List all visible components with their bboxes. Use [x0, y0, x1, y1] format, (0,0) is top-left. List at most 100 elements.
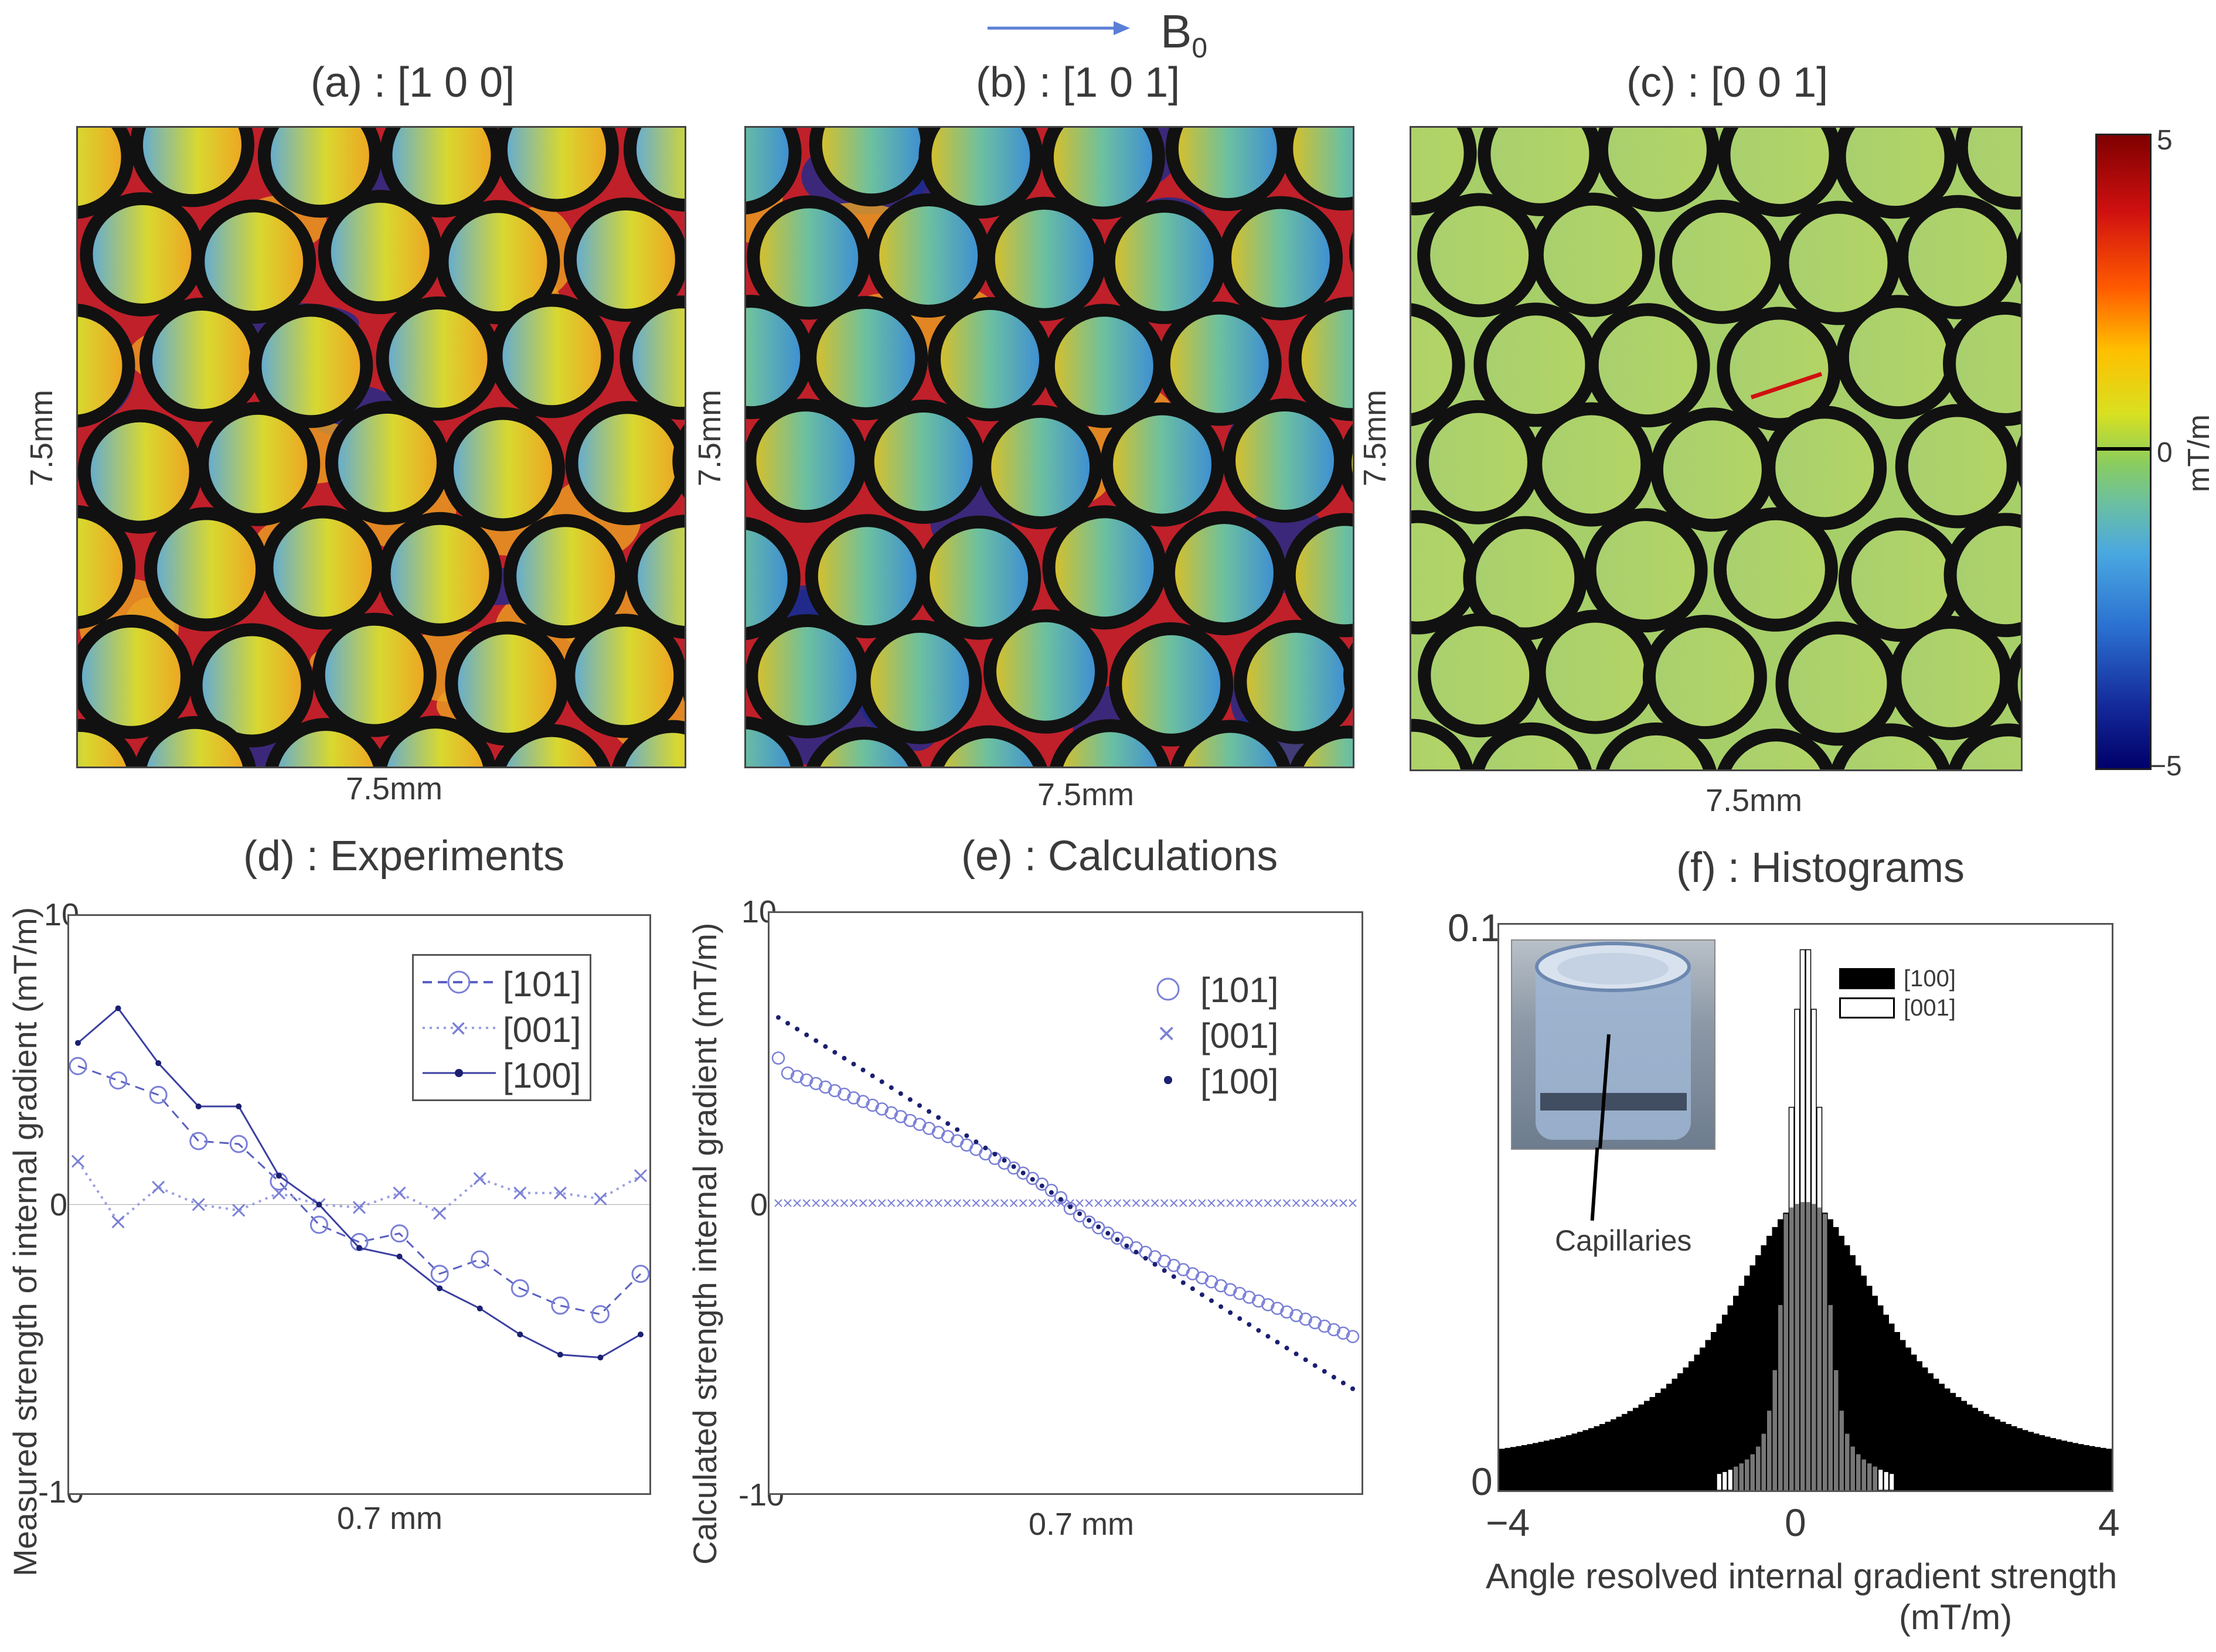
- plot-f-xlabel-line1: Angle resolved internal gradient strengt…: [1486, 1556, 2118, 1596]
- plot-f-100-bar: [1861, 1275, 1867, 1490]
- plot-f-overlap-bar: [1856, 1454, 1861, 1490]
- plot-f-100-bar: [1616, 1416, 1622, 1490]
- plot-e-100-point: [1049, 1190, 1054, 1195]
- colorbar-mid: 0: [2157, 437, 2173, 468]
- plot-f-001-bar: [2039, 1487, 2045, 1490]
- plot-e-100-point: [785, 1021, 791, 1026]
- plot-f-100-bar: [1889, 1323, 1895, 1490]
- plot-f-100-bar: [2089, 1446, 2095, 1490]
- plot-f-001-bar: [2095, 1488, 2101, 1490]
- colorbar-min: −5: [2150, 751, 2182, 782]
- plot-d-001-point: [594, 1192, 607, 1205]
- plot-f-100-bar: [2106, 1449, 2112, 1490]
- plot-f-001-bar: [1721, 1471, 1728, 1490]
- plot-f-overlap-bar: [1812, 1204, 1816, 1490]
- plot-e-100-point: [870, 1073, 875, 1078]
- plot-e-100-point: [1284, 1346, 1289, 1351]
- plot-e-100-point: [1030, 1177, 1035, 1182]
- plot-e-101-point: [1308, 1316, 1322, 1330]
- plot-f-001-bar: [1543, 1487, 1550, 1490]
- plot-f-xtick-right: 4: [2098, 1501, 2120, 1544]
- plot-e-001-point: [1217, 1199, 1225, 1207]
- plot-f-001-bar: [2050, 1487, 2057, 1490]
- plot-e-001-point: [1094, 1199, 1102, 1207]
- plot-e-100-point: [1115, 1237, 1120, 1242]
- plot-f-001-bar: [1605, 1486, 1611, 1490]
- plot-f-001-bar: [2011, 1486, 2017, 1490]
- plot-f-001-bar: [1527, 1487, 1533, 1490]
- plot-f-100-bar: [1560, 1436, 1566, 1490]
- plot-f-001-bar: [1621, 1485, 1628, 1490]
- plot-e-001-point: [1000, 1199, 1009, 1207]
- plot-f-001-bar: [1643, 1484, 1650, 1490]
- plot-e-001-point: [1122, 1199, 1131, 1207]
- plot-f-100-bar: [2061, 1440, 2067, 1490]
- plot-f-ytick-bottom: 0: [1471, 1460, 1493, 1503]
- plot-f-100-bar: [2045, 1436, 2051, 1490]
- plot-f-100-bar: [1833, 1227, 1839, 1490]
- plot-e-101-point: [1299, 1312, 1312, 1326]
- plot-d-axes: × [101] [001] [100]: [67, 914, 651, 1495]
- plot-e-100-point: [1209, 1298, 1214, 1303]
- plot-f-001-bar: [1521, 1488, 1527, 1490]
- plot-f-100-bar: [1599, 1423, 1605, 1490]
- plot-f-overlap-bar: [1795, 1204, 1799, 1490]
- plot-d-100-point: [75, 1040, 81, 1046]
- plot-e-100-point: [1133, 1249, 1139, 1255]
- plot-e-001-point: [1311, 1199, 1319, 1207]
- plot-e-100-point: [1058, 1197, 1063, 1202]
- plot-e-001-point: [944, 1199, 952, 1207]
- plot-f-100-bar: [1755, 1255, 1761, 1490]
- plot-f-overlap-bar: [1834, 1370, 1839, 1490]
- plot-f-001-bar: [1888, 1473, 1895, 1490]
- plot-f-100-bar: [1844, 1245, 1850, 1490]
- plot-f-100-bar: [1994, 1419, 2000, 1490]
- plot-f-001-bar: [1716, 1473, 1723, 1490]
- plot-e-001-point: [1160, 1199, 1169, 1207]
- plot-d-100-point: [316, 1201, 322, 1208]
- plot-d-001-point: [111, 1215, 125, 1229]
- plot-f-100-bar: [1911, 1354, 1917, 1490]
- plot-f-001-bar: [2055, 1487, 2062, 1490]
- plot-e-001-point: [1245, 1199, 1253, 1207]
- plot-f-overlap-bar: [1823, 1214, 1827, 1490]
- plot-e-100-point: [1143, 1256, 1148, 1261]
- plot-f-001-bar: [1554, 1487, 1561, 1490]
- plot-d-100-point: [356, 1245, 362, 1251]
- capillaries-label: Capillaries: [1555, 1224, 1692, 1257]
- plot-e-001-point: [1189, 1199, 1197, 1207]
- plot-f-001-bar: [1900, 1476, 1906, 1490]
- map-c-title: (c) : [0 0 1]: [1626, 59, 1829, 106]
- plot-f-overlap-bar: [1839, 1411, 1844, 1490]
- gradient-map-a: [76, 126, 686, 768]
- plot-f-100-bar: [1633, 1408, 1639, 1490]
- plot-e-100-point: [1350, 1386, 1355, 1391]
- plot-e-101-point: [1289, 1309, 1303, 1323]
- plot-f-100-bar: [1989, 1416, 1995, 1490]
- plot-f-001-bar: [1694, 1479, 1700, 1490]
- plot-e-100-point: [813, 1038, 819, 1043]
- plot-e-100-point: [889, 1085, 894, 1090]
- plot-f-ytick-top: 0.1: [1448, 906, 1502, 949]
- plot-e-100-point: [945, 1121, 951, 1126]
- plot-e-001-point: [1029, 1199, 1037, 1207]
- plot-f-001-bar: [2100, 1488, 2106, 1490]
- plot-f-100-bar: [1683, 1367, 1689, 1490]
- plot-f-001-bar: [1549, 1487, 1555, 1490]
- plot-e-100-point: [983, 1145, 988, 1150]
- plot-f-001-bar: [1632, 1484, 1639, 1490]
- plot-d-001-point: [513, 1186, 527, 1200]
- plot-e-100-point: [973, 1139, 979, 1145]
- plot-e-100-point: [1077, 1211, 1083, 1217]
- plot-f-001-bar: [2000, 1486, 2006, 1490]
- plot-f-100-bar: [1733, 1296, 1739, 1490]
- plot-f-100-bar: [2050, 1438, 2056, 1490]
- plot-e-001-point: [1075, 1199, 1084, 1207]
- plot-e-001-point: [1057, 1199, 1065, 1207]
- plot-e-100-point: [1293, 1351, 1299, 1357]
- plot-f-xtick-mid: 0: [1785, 1501, 1806, 1544]
- plot-f-overlap-bar: [1867, 1463, 1872, 1490]
- plot-d-001-point: [553, 1186, 567, 1200]
- plot-e-100-point: [823, 1044, 828, 1049]
- plot-f-100-bar: [1588, 1428, 1594, 1490]
